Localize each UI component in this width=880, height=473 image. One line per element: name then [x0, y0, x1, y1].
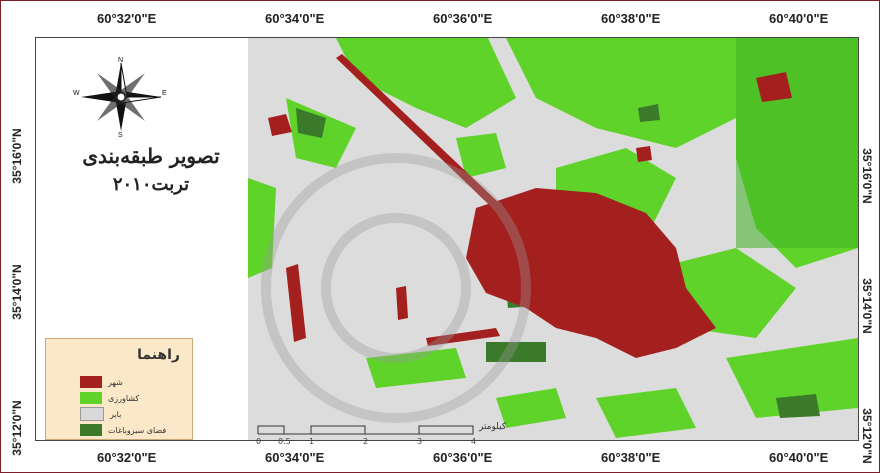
map-title-line2: تربت۲۰۱۰	[112, 174, 190, 195]
compass-south-label: S	[118, 132, 123, 137]
compass-rose-icon: N S E W	[73, 57, 167, 137]
top-longitude-label: 60°38'0"E	[601, 11, 661, 26]
right-latitude-label: 35°12'0"N	[860, 408, 874, 464]
scale-tick-label: 1	[309, 437, 315, 446]
legend-swatch-urban	[80, 376, 102, 388]
legend-label: بایر	[110, 409, 122, 419]
scale-tick-label: 4	[471, 437, 477, 446]
left-latitude-label: 35°14'0"N	[10, 264, 24, 320]
scale-tick-label: 3	[417, 437, 423, 446]
scale-tick-label: 0.5	[278, 437, 291, 446]
legend: راهنما شهر کشاورزی بایر فضای سبزوباغات	[45, 338, 193, 440]
scale-bar	[257, 425, 474, 435]
compass-north-label: N	[118, 57, 123, 64]
right-latitude-label: 35°14'0"N	[860, 278, 874, 334]
left-latitude-label: 35°12'0"N	[10, 400, 24, 456]
top-longitude-label: 60°34'0"E	[265, 11, 325, 26]
legend-label: کشاورزی	[108, 393, 140, 403]
scale-tick-label: 2	[363, 437, 369, 446]
top-longitude-label: 60°40'0"E	[769, 11, 829, 26]
legend-swatch-green-space	[80, 424, 102, 436]
legend-label: فضای سبزوباغات	[108, 425, 167, 435]
compass-east-label: E	[162, 90, 167, 97]
left-latitude-label: 35°16'0"N	[10, 128, 24, 184]
scale-tick-label: 0	[256, 437, 262, 446]
bottom-longitude-label: 60°36'0"E	[433, 450, 493, 465]
bottom-longitude-label: 60°32'0"E	[97, 450, 157, 465]
right-latitude-label: 35°16'0"N	[860, 148, 874, 204]
map-title-line1: تصویر طبقه‌بندی	[82, 144, 220, 168]
legend-label: شهر	[108, 377, 123, 387]
compass-west-label: W	[73, 90, 80, 97]
legend-title: راهنما	[137, 347, 180, 363]
legend-item-urban: شهر	[80, 375, 123, 389]
map-title: تصویر طبقه‌بندی تربت۲۰۱۰	[51, 141, 251, 199]
legend-item-agriculture: کشاورزی	[80, 391, 139, 405]
bottom-longitude-label: 60°38'0"E	[601, 450, 661, 465]
bottom-longitude-label: 60°34'0"E	[265, 450, 325, 465]
bottom-longitude-label: 60°40'0"E	[769, 450, 829, 465]
legend-item-barren: بایر	[80, 407, 121, 421]
legend-swatch-agriculture	[80, 392, 102, 404]
legend-swatch-barren	[80, 407, 104, 421]
top-longitude-label: 60°36'0"E	[433, 11, 493, 26]
top-longitude-label: 60°32'0"E	[97, 11, 157, 26]
scale-unit-label: کیلومتر	[479, 422, 507, 432]
legend-item-green-space: فضای سبزوباغات	[80, 423, 166, 437]
